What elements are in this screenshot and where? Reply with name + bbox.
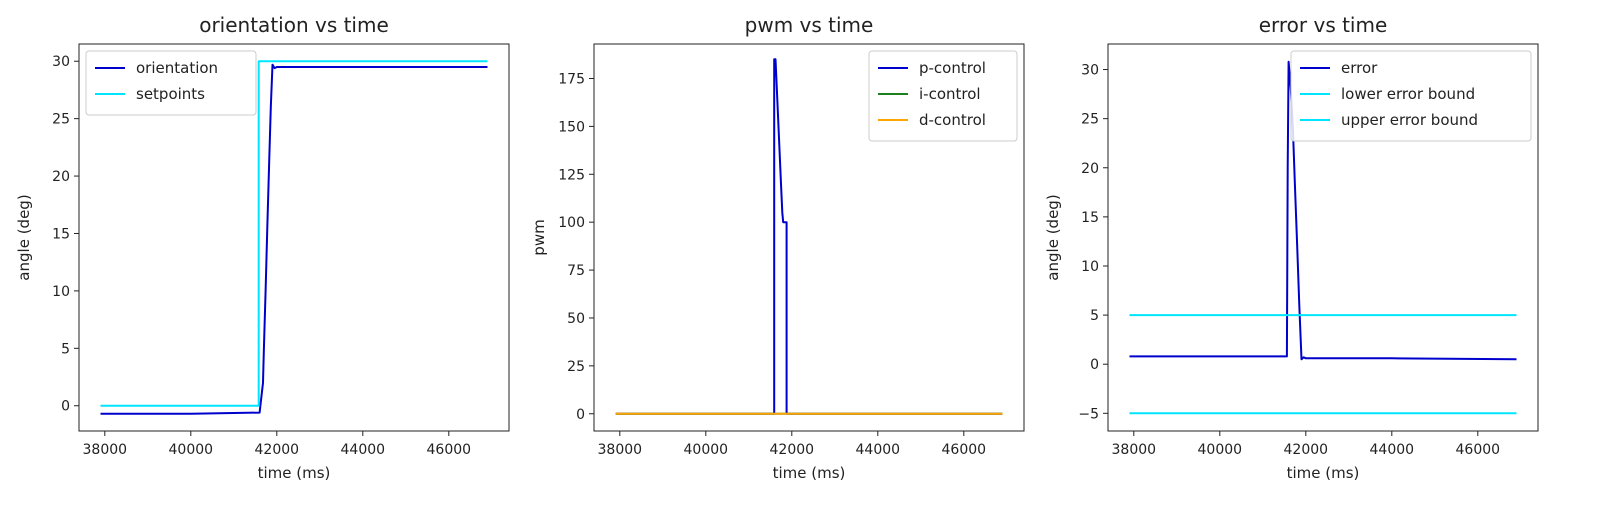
y-tick-label: 150 (558, 119, 585, 135)
y-tick-label: 125 (558, 167, 585, 183)
x-tick-label: 46000 (427, 442, 472, 458)
x-tick-label: 42000 (1284, 442, 1329, 458)
legend-label: setpoints (136, 85, 205, 103)
y-axis-label: angle (deg) (15, 194, 33, 280)
legend-label: p-control (919, 59, 986, 77)
x-axis-label: time (ms) (773, 464, 846, 482)
chart-title: error vs time (1259, 13, 1388, 37)
plot-frame (593, 43, 1025, 432)
y-tick-label: 15 (1081, 210, 1099, 226)
series-line-error (1129, 60, 1517, 361)
y-tick-label: 20 (52, 169, 70, 185)
y-tick-label: 30 (52, 54, 70, 70)
y-tick-label: 0 (1090, 357, 1099, 373)
y-tick-label: 5 (1090, 308, 1099, 324)
legend: error lower error bound upper error bound (1290, 50, 1532, 142)
y-tick-label: 25 (567, 359, 585, 375)
x-tick-label: 38000 (598, 442, 643, 458)
x-tick-label: 40000 (684, 442, 729, 458)
legend: p-control i-control d-control (868, 50, 1018, 142)
series-line-p-control (615, 58, 1003, 415)
y-tick-label: 0 (61, 399, 70, 415)
legend-box (1290, 50, 1532, 142)
series-line-orientation (100, 63, 488, 415)
x-tick-label: 40000 (1198, 442, 1243, 458)
y-tick-label: 10 (1081, 259, 1099, 275)
x-tick-label: 44000 (856, 442, 901, 458)
legend-label: error (1341, 59, 1378, 77)
legend: orientation setpoints (85, 50, 257, 116)
y-tick-label: 25 (52, 112, 70, 128)
x-tick-label: 44000 (341, 442, 386, 458)
y-tick-label: 10 (52, 284, 70, 300)
legend-label: upper error bound (1341, 111, 1478, 129)
x-tick-label: 42000 (770, 442, 815, 458)
y-tick-label: 5 (61, 341, 70, 357)
series-line-setpoints (100, 60, 488, 407)
legend-label: lower error bound (1341, 85, 1475, 103)
y-tick-label: 0 (576, 407, 585, 423)
chart-title: orientation vs time (199, 13, 389, 37)
x-tick-label: 44000 (1370, 442, 1415, 458)
legend-box (85, 50, 257, 116)
y-tick-label: −5 (1078, 406, 1099, 422)
y-tick-label: 50 (567, 311, 585, 327)
y-axis-label: angle (deg) (1044, 194, 1062, 280)
x-axis-label: time (ms) (258, 464, 331, 482)
x-tick-label: 40000 (169, 442, 214, 458)
x-tick-label: 46000 (942, 442, 987, 458)
plot-frame (78, 43, 510, 432)
x-tick-label: 42000 (255, 442, 300, 458)
y-tick-label: 100 (558, 215, 585, 231)
y-tick-label: 15 (52, 226, 70, 242)
x-axis-label: time (ms) (1287, 464, 1360, 482)
y-axis-label: pwm (530, 219, 548, 255)
legend-label: i-control (919, 85, 981, 103)
y-tick-label: 75 (567, 263, 585, 279)
plot-frame (1107, 43, 1539, 432)
y-tick-label: 20 (1081, 161, 1099, 177)
chart-panel-2: pwm vs time 38000 40000 42000 44000 46000 0 25 5… (530, 13, 1025, 482)
chart-panel-3: error vs time 38000 40000 42000 44000 46000 −5… (1044, 13, 1539, 482)
legend-label: d-control (919, 111, 986, 129)
x-tick-label: 46000 (1456, 442, 1501, 458)
legend-box (868, 50, 1018, 142)
chart-title: pwm vs time (745, 13, 874, 37)
legend-label: orientation (136, 59, 218, 77)
y-tick-label: 30 (1081, 63, 1099, 79)
x-tick-label: 38000 (83, 442, 128, 458)
y-tick-label: 25 (1081, 112, 1099, 128)
chart-panel-1: orientation vs time 38000 40000 42000 44000 4… (15, 13, 510, 482)
x-tick-label: 38000 (1112, 442, 1157, 458)
y-tick-label: 175 (558, 71, 585, 87)
